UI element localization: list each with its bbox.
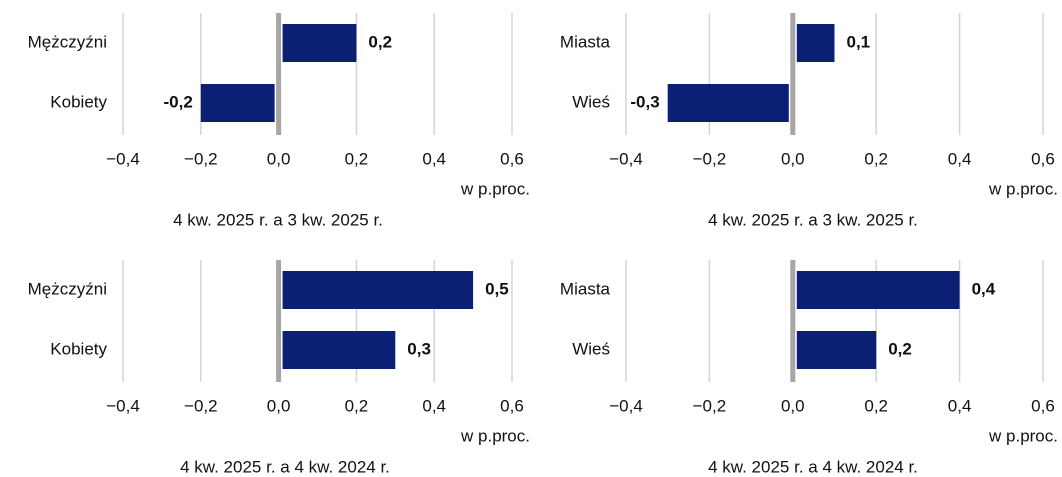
- value-label: -0,2: [164, 92, 193, 111]
- category-label: Mężczyźni: [28, 279, 107, 298]
- chart-subtitle: 4 kw. 2025 r. a 3 kw. 2025 r.: [708, 210, 918, 229]
- chart-subtitle: 4 kw. 2025 r. a 4 kw. 2024 r.: [180, 457, 390, 476]
- x-tick-label: 0,2: [345, 396, 369, 415]
- x-tick-label: −0,2: [184, 396, 218, 415]
- x-tick-label: −0,2: [693, 149, 727, 168]
- chart-subtitle: 4 kw. 2025 r. a 4 kw. 2024 r.: [708, 457, 918, 476]
- category-label: Wieś: [572, 92, 610, 111]
- bar: [282, 271, 474, 309]
- value-label: 0,3: [407, 339, 431, 358]
- x-tick-label: 0,0: [267, 396, 291, 415]
- x-tick-label: 0,2: [864, 396, 888, 415]
- x-tick-label: 0,0: [267, 149, 291, 168]
- axis-unit: w p.proc.: [460, 179, 530, 198]
- x-tick-label: 0,4: [948, 396, 972, 415]
- x-tick-label: 0,4: [422, 149, 446, 168]
- x-tick-label: −0,4: [106, 149, 140, 168]
- category-label: Wieś: [572, 339, 610, 358]
- chart-subtitle: 4 kw. 2025 r. a 3 kw. 2025 r.: [173, 210, 383, 229]
- axis-unit: w p.proc.: [460, 426, 530, 445]
- x-tick-label: −0,4: [609, 149, 643, 168]
- bar: [796, 331, 877, 369]
- axis-unit: w p.proc.: [988, 179, 1058, 198]
- x-tick-label: 0,0: [781, 396, 805, 415]
- category-label: Mężczyźni: [28, 32, 107, 51]
- x-tick-label: 0,6: [1031, 149, 1055, 168]
- category-label: Miasta: [560, 279, 611, 298]
- bar: [796, 271, 960, 309]
- bar: [282, 331, 396, 369]
- value-label: -0,3: [630, 92, 659, 111]
- value-label: 0,4: [972, 279, 996, 298]
- x-tick-label: 0,6: [500, 396, 524, 415]
- x-tick-label: −0,4: [106, 396, 140, 415]
- bar: [796, 24, 835, 62]
- category-label: Kobiety: [50, 92, 107, 111]
- value-label: 0,2: [368, 32, 392, 51]
- value-label: 0,2: [888, 339, 912, 358]
- bar: [667, 84, 789, 122]
- value-label: 0,5: [485, 279, 509, 298]
- x-tick-label: 0,4: [422, 396, 446, 415]
- x-tick-label: 0,2: [864, 149, 888, 168]
- bar: [282, 24, 357, 62]
- x-tick-label: 0,0: [781, 149, 805, 168]
- x-tick-label: −0,2: [693, 396, 727, 415]
- x-tick-label: 0,2: [345, 149, 369, 168]
- axis-unit: w p.proc.: [988, 426, 1058, 445]
- category-label: Miasta: [560, 32, 611, 51]
- x-tick-label: −0,4: [609, 396, 643, 415]
- x-tick-label: −0,2: [184, 149, 218, 168]
- x-tick-label: 0,4: [948, 149, 972, 168]
- bar: [200, 84, 275, 122]
- x-tick-label: 0,6: [500, 149, 524, 168]
- x-tick-label: 0,6: [1031, 396, 1055, 415]
- category-label: Kobiety: [50, 339, 107, 358]
- value-label: 0,1: [847, 32, 871, 51]
